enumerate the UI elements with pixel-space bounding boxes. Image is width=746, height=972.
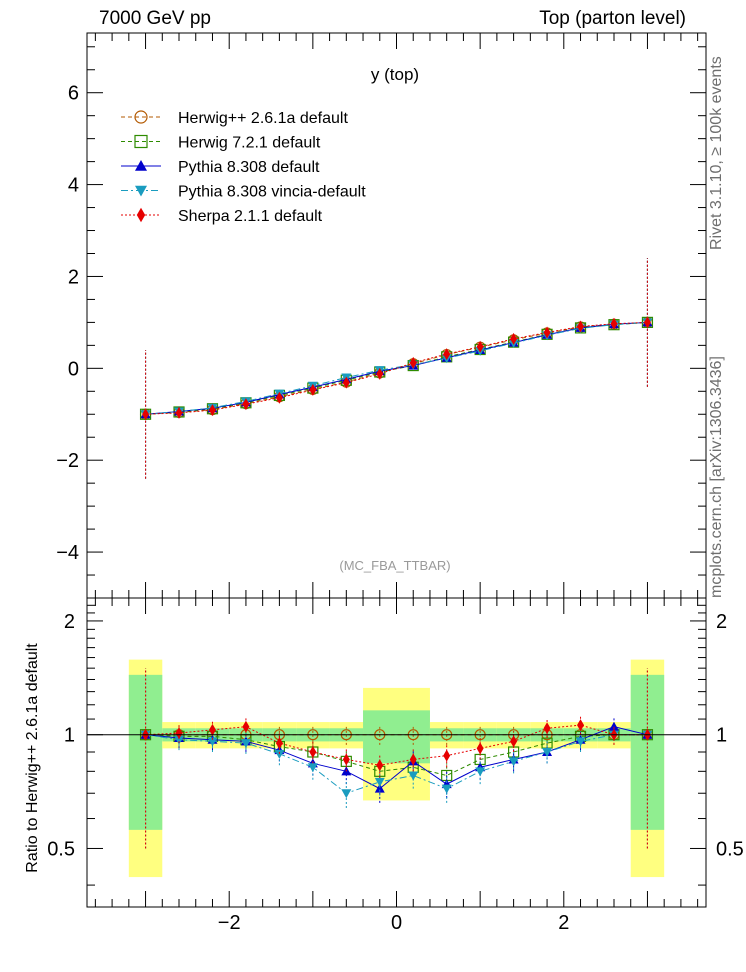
ratio-series-line — [145, 724, 648, 766]
ratio-data-point — [208, 723, 216, 736]
main-data-point — [543, 326, 551, 339]
legend-label: Pythia 8.308 default — [178, 159, 320, 176]
ratio-data-point — [577, 719, 585, 732]
ratio-data-point — [342, 753, 350, 766]
main-data-point — [175, 406, 183, 419]
ratio-y-tick-label: 0.5 — [47, 838, 75, 860]
ratio-series-line — [145, 734, 648, 794]
main-data-point — [443, 348, 451, 361]
ratio-data-point — [207, 737, 218, 747]
ratio-data-point — [275, 737, 283, 750]
main-data-point — [208, 404, 216, 417]
ratio-data-point — [542, 747, 553, 757]
ratio-y-tick-label-right: 2 — [716, 611, 727, 633]
legend-label: Herwig++ 2.6.1a default — [178, 110, 348, 127]
ratio-data-point — [274, 749, 285, 759]
ratio-series-line — [145, 726, 648, 790]
main-y-tick-label: 6 — [68, 83, 79, 105]
ratio-y-axis-label: Ratio to Herwig++ 2.6.1a default — [24, 643, 41, 873]
ratio-data-point — [476, 742, 484, 755]
main-y-tick-label: −2 — [56, 450, 79, 472]
uncertainty-bands — [128, 659, 665, 878]
watermark-label: (MC_FBA_TTBAR) — [339, 558, 450, 573]
header-left: 7000 GeV pp — [99, 8, 211, 29]
main-data-point — [610, 317, 618, 330]
ratio-y-tick-label-right: 0.5 — [716, 838, 744, 860]
main-data-point — [142, 408, 150, 421]
tick-layer: −4 −2 0 2 4 6 −2 0 2 0.5 0.5 1 1 2 2 — [47, 33, 744, 934]
ratio-data-point — [240, 739, 251, 749]
ratio-data-point — [508, 757, 519, 767]
main-series-line — [145, 321, 648, 415]
ratio-data-point — [175, 727, 183, 740]
ratio-data-point — [575, 737, 586, 747]
main-data-point — [510, 332, 518, 345]
ratio-data-point — [443, 749, 451, 762]
ratio-data-point — [376, 759, 384, 772]
ratio-data-point — [475, 767, 486, 777]
ratio-data-point — [374, 783, 385, 793]
x-tick-label: −2 — [218, 912, 241, 934]
x-tick-label: 2 — [558, 912, 569, 934]
ratio-data-point — [307, 763, 318, 773]
ratio-data-point — [374, 777, 385, 787]
ratio-y-tick-label: 1 — [64, 725, 75, 747]
main-y-tick-label: 4 — [68, 175, 79, 197]
legend: Herwig++ 2.6.1a default Herwig 7.2.1 defa… — [121, 110, 366, 225]
main-data-point — [275, 391, 283, 404]
x-tick-label: 0 — [391, 912, 402, 934]
ratio-data-point — [242, 720, 250, 733]
main-series-line — [145, 321, 648, 415]
legend-marker — [134, 134, 148, 149]
ratio-data-point — [309, 745, 317, 758]
legend-marker — [135, 160, 147, 171]
ratio-data-point — [408, 771, 419, 781]
ratio-y-tick-label-right: 1 — [716, 725, 727, 747]
legend-label: Herwig 7.2.1 default — [178, 135, 321, 152]
main-y-tick-label: −4 — [56, 542, 79, 564]
main-data-point — [643, 316, 651, 329]
ratio-data-point — [341, 789, 352, 799]
legend-label: Pythia 8.308 vincia-default — [178, 184, 366, 201]
main-data-point — [309, 383, 317, 396]
series-4 — [142, 258, 651, 849]
main-data-point — [476, 340, 484, 353]
main-series-line — [145, 321, 648, 415]
main-data-point — [242, 398, 250, 411]
chart-title: y (top) — [371, 65, 419, 84]
legend-marker — [135, 185, 147, 197]
ratio-data-point — [174, 735, 185, 745]
ratio-series-line — [145, 734, 648, 777]
main-y-tick-label: 0 — [68, 358, 79, 380]
main-data-point — [577, 320, 585, 333]
main-data-point — [376, 367, 384, 380]
legend-marker — [134, 110, 148, 124]
ratio-data-point — [608, 721, 619, 731]
main-y-tick-label: 2 — [68, 266, 79, 288]
ratio-data-point — [409, 753, 417, 766]
ratio-data-point — [510, 735, 518, 748]
main-data-point — [409, 356, 417, 369]
ratio-y-tick-label: 2 — [64, 611, 75, 633]
ratio-data-point — [441, 784, 452, 794]
header-right: Top (parton level) — [539, 8, 686, 29]
legend-label: Sherpa 2.1.1 default — [178, 208, 323, 225]
main-data-point — [342, 376, 350, 389]
ratio-data-point — [543, 722, 551, 735]
legend-marker — [136, 207, 146, 223]
